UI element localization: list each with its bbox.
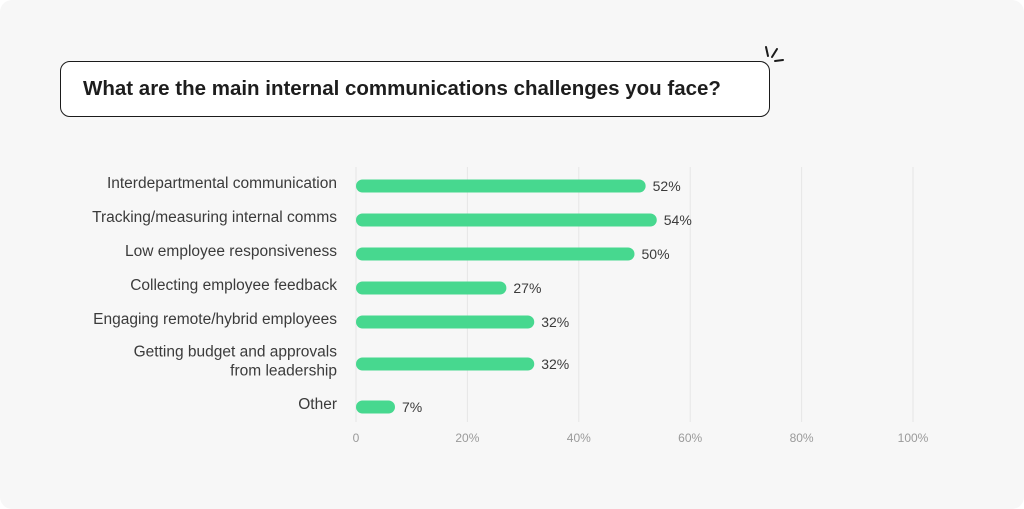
x-tick-label: 60%: [678, 431, 702, 445]
x-axis-ticks: 0 20% 40% 60% 80% 100%: [353, 431, 929, 445]
bar: [356, 357, 535, 371]
x-tick-label: 0: [353, 431, 360, 445]
category-label: Low employee responsiveness: [125, 243, 337, 260]
category-label: Other: [298, 396, 337, 413]
grid-lines: [355, 167, 914, 422]
category-label: Tracking/measuring internal comms: [92, 209, 337, 226]
x-tick-label: 40%: [567, 431, 591, 445]
bar: [356, 281, 507, 295]
category-label: from leadership: [230, 363, 337, 380]
x-tick-label: 20%: [455, 431, 479, 445]
bar-value-label: 27%: [513, 280, 541, 296]
sparkle-icon: [765, 46, 784, 62]
bar-value-label: 52%: [653, 178, 681, 194]
bar: [356, 315, 535, 329]
bar: [356, 213, 657, 227]
chart-title: What are the main internal communication…: [83, 77, 721, 100]
bar-value-label: 7%: [402, 399, 422, 415]
value-labels: 52% 54% 50% 27% 32% 32% 7%: [402, 178, 692, 415]
category-label: Engaging remote/hybrid employees: [93, 311, 337, 328]
bar: [356, 179, 646, 193]
category-label: Getting budget and approvals: [134, 344, 338, 361]
category-label: Interdepartmental communication: [107, 175, 337, 192]
bar-value-label: 32%: [541, 314, 569, 330]
category-label: Collecting employee feedback: [130, 277, 337, 294]
bar-value-label: 50%: [642, 246, 670, 262]
bar: [356, 247, 635, 261]
bars: [356, 179, 657, 414]
x-tick-label: 100%: [898, 431, 929, 445]
x-tick-label: 80%: [790, 431, 814, 445]
bar: [356, 400, 395, 414]
bar-value-label: 32%: [541, 356, 569, 372]
bar-value-label: 54%: [664, 212, 692, 228]
category-labels: Interdepartmental communication Tracking/…: [92, 175, 337, 413]
title-box: What are the main internal communication…: [60, 61, 770, 117]
